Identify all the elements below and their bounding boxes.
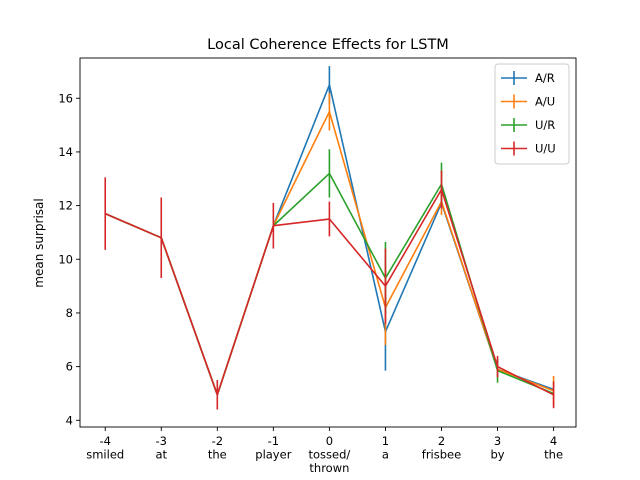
x-tick-label-line: by	[490, 448, 504, 462]
x-tick-label-line: thrown	[309, 461, 349, 475]
y-tick-label: 16	[58, 91, 73, 105]
x-tick-label-line: 4	[550, 434, 557, 448]
series-a-u	[104, 92, 555, 406]
x-tick-label-line: 0	[326, 434, 333, 448]
x-tick-label-line: -2	[212, 434, 223, 448]
x-tick-label-line: smiled	[86, 448, 124, 462]
x-tick-label: -1 player	[255, 434, 291, 462]
legend-label: A/U	[535, 95, 555, 109]
y-axis-label: mean surprisal	[32, 198, 46, 287]
legend-item: A/U	[501, 94, 555, 109]
x-tick-label-line: 3	[494, 434, 501, 448]
y-tick-label: 10	[58, 252, 73, 266]
x-tick-label-line: frisbee	[422, 448, 461, 462]
x-tick-label-line: tossed/	[309, 448, 351, 462]
legend-item: A/R	[501, 71, 555, 85]
x-tick-label-line: 1	[382, 434, 389, 448]
x-tick-label-line: -4	[99, 434, 110, 448]
y-axis: 4 6 8 10 12 14 16	[58, 91, 80, 427]
x-tick-label: 2 frisbee	[422, 434, 461, 462]
series-u-r	[104, 149, 554, 396]
plot-area	[79, 57, 577, 428]
x-tick-label: -4 smiled	[86, 434, 124, 462]
x-tick-label-line: at	[155, 448, 167, 462]
x-tick-label: 3 by	[490, 434, 504, 462]
series-u-u	[104, 170, 555, 410]
axes-frame	[79, 57, 577, 428]
x-tick-label: 4 the	[544, 434, 563, 462]
y-tick-label: 14	[58, 145, 73, 159]
y-tick-label: 8	[66, 306, 73, 320]
x-tick-label-line: -1	[268, 434, 279, 448]
legend-item: U/U	[501, 141, 556, 156]
x-tick-label: 0 tossed/thrown	[309, 434, 351, 475]
x-tick-label: -3 at	[155, 434, 167, 462]
legend: A/R A/U U/R U/U	[494, 63, 570, 165]
x-tick-label-line: player	[255, 448, 291, 462]
x-tick-label: -2 the	[208, 434, 227, 462]
chart-title: Local Coherence Effects for LSTM	[207, 37, 449, 53]
legend-label: U/R	[535, 118, 555, 132]
y-tick-label: 12	[58, 199, 73, 213]
y-tick-label: 6	[66, 360, 73, 374]
legend-label: A/R	[535, 71, 555, 85]
x-tick-label-line: 2	[438, 434, 445, 448]
legend-item: U/R	[501, 118, 555, 132]
series-line	[104, 84, 554, 396]
legend-box	[494, 63, 570, 165]
legend-label: U/U	[535, 142, 556, 156]
x-tick-label-line: a	[382, 448, 389, 462]
x-tick-label-line: the	[544, 448, 563, 462]
series-layer	[104, 66, 555, 410]
x-tick-label-line: -3	[156, 434, 167, 448]
x-tick-label-line: the	[208, 448, 227, 462]
y-tick-label: 4	[66, 413, 73, 427]
